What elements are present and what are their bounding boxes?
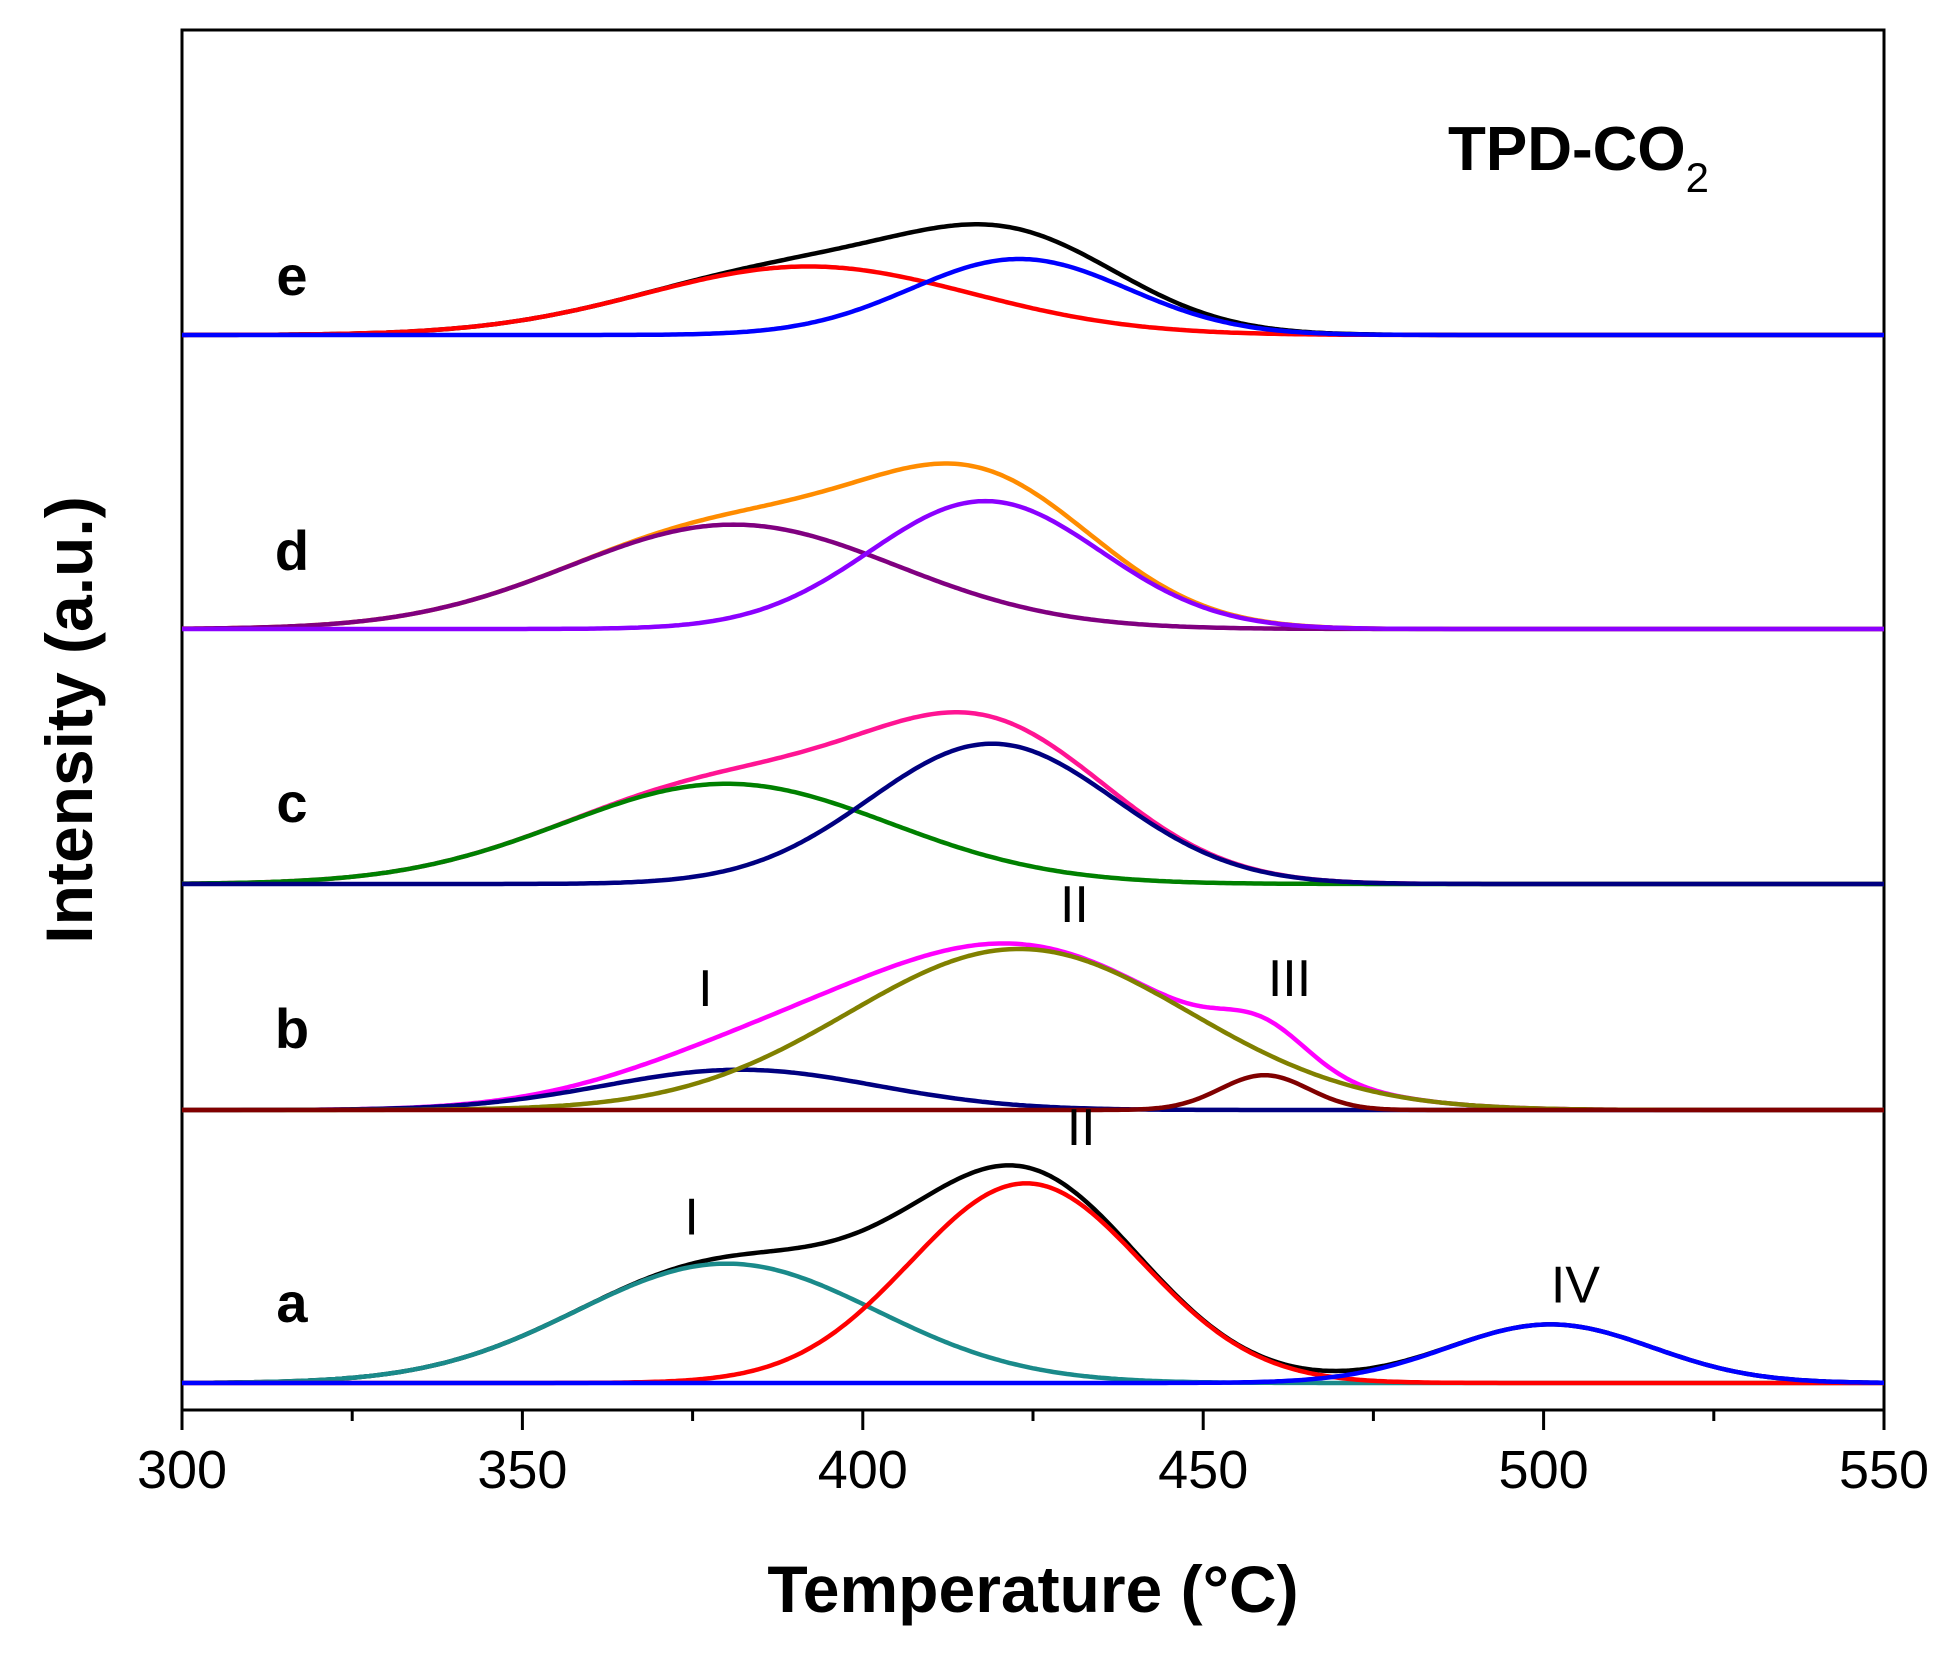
x-tick-label: 300 <box>137 1440 227 1500</box>
panel-e-envelope-line <box>182 222 1884 338</box>
panel-e-peak-low-line <box>182 264 1884 338</box>
panel-c-letter: c <box>276 771 307 834</box>
panel-e-peak-high-line <box>182 256 1884 338</box>
y-axis-label: Intensity (a.u.) <box>32 496 106 943</box>
x-tick-label: 450 <box>1158 1440 1248 1500</box>
panel-a-peak-I-label: I <box>684 1189 698 1247</box>
panel-b-peak-II-line <box>182 946 1884 1113</box>
panel-d-letter: d <box>275 519 309 582</box>
chart-title-main: TPD-CO <box>1448 115 1686 184</box>
panel-a-letter: a <box>276 1271 308 1334</box>
x-axis-ticks: 300 350 400 450 500 550 <box>137 1410 1929 1500</box>
x-tick-label: 500 <box>1499 1440 1589 1500</box>
panel-c-envelope-line <box>182 710 1884 887</box>
curve-layer <box>182 222 1884 1386</box>
panel-a-peak-II-label: II <box>1067 1099 1096 1157</box>
x-axis-label: Temperature (°C) <box>767 1552 1298 1626</box>
chart-title: TPD-CO2 <box>1448 115 1709 201</box>
panel-a-peak-I-line <box>182 1261 1884 1386</box>
panel-a-envelope-line <box>182 1163 1884 1386</box>
panel-a-peak-II-line <box>182 1181 1884 1386</box>
panel-c-peak-low-line <box>182 781 1884 887</box>
panel-d-envelope-line <box>182 461 1884 632</box>
panel-e-letter: e <box>276 244 307 307</box>
panel-b-peak-III-line <box>182 1072 1884 1113</box>
panel-a-peak-IV-line <box>182 1322 1884 1386</box>
x-tick-label: 550 <box>1839 1440 1929 1500</box>
panel-b-peak-I-label: I <box>698 960 712 1018</box>
panel-a-peak-IV-label: IV <box>1551 1256 1600 1314</box>
panel-b-peak-III-label: III <box>1268 950 1311 1008</box>
panel-b-letter: b <box>275 997 309 1060</box>
panel-d-peak-high-line <box>182 498 1884 632</box>
panel-c-peak-high-line <box>182 741 1884 887</box>
chart-title-subscript: 2 <box>1686 154 1709 201</box>
x-tick-label: 400 <box>818 1440 908 1500</box>
x-tick-label: 350 <box>477 1440 567 1500</box>
plot-frame <box>180 28 1886 1412</box>
panel-b-peak-II-label: II <box>1060 876 1089 934</box>
panel-b-envelope-line <box>182 941 1884 1113</box>
panel-d-peak-low-line <box>182 522 1884 632</box>
